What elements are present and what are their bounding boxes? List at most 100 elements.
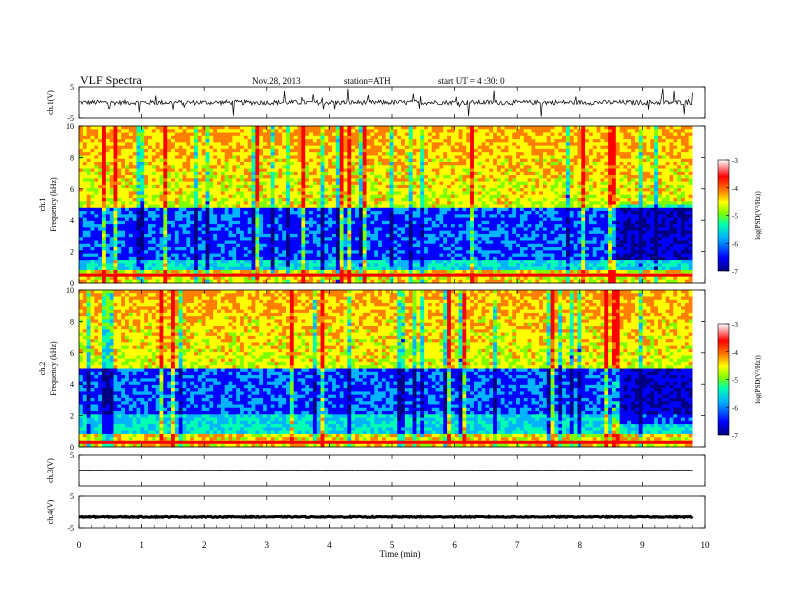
- spectrogram-cell: [309, 142, 314, 147]
- spectrogram-cell: [240, 191, 245, 196]
- spectrogram-cell: [243, 184, 249, 189]
- spectrogram-cell: [86, 165, 91, 169]
- spectrogram-cell: [297, 266, 302, 271]
- spectrogram-cell: [355, 178, 360, 182]
- spectrogram-cell: [424, 260, 429, 264]
- spectrogram-cell: [151, 211, 157, 215]
- spectrogram-cell: [205, 250, 210, 254]
- spectrogram-cell: [332, 279, 337, 284]
- spectrogram-cell: [351, 269, 356, 274]
- spectrogram-cell: [205, 256, 210, 261]
- spectrogram-cell: [297, 250, 302, 254]
- spectrogram-cell: [240, 178, 245, 182]
- spectrogram-cell: [435, 266, 440, 271]
- spectrogram-cell: [247, 233, 252, 238]
- spectrogram-cell: [393, 126, 398, 130]
- spectrogram-cell: [335, 135, 341, 140]
- spectrogram-cell: [86, 188, 91, 192]
- spectrogram-cell: [454, 220, 459, 225]
- spectrogram-cell: [228, 171, 233, 176]
- spectrogram-cell: [370, 191, 375, 196]
- spectrogram-cell: [416, 276, 421, 281]
- spectrogram-cell: [454, 184, 459, 189]
- spectrogram-cell: [274, 152, 279, 156]
- spectrogram-cell: [205, 201, 210, 205]
- spectrogram-cell: [393, 247, 398, 251]
- spectrogram-cell: [255, 243, 260, 248]
- spectrogram-cell: [339, 168, 344, 173]
- spectrogram-cell: [128, 142, 134, 147]
- spectrogram-cell: [278, 250, 283, 254]
- spectrogram-cell: [125, 152, 130, 156]
- spectrogram-cell: [355, 240, 360, 245]
- spectrogram-cell: [450, 155, 456, 160]
- spectrogram-cell: [389, 240, 394, 245]
- spectrogram-cell: [105, 266, 111, 271]
- spectrogram-cell: [435, 148, 440, 153]
- spectrogram-cell: [105, 243, 111, 248]
- spectrogram-cell: [431, 279, 436, 284]
- spectrogram-cell: [355, 207, 360, 212]
- spectrogram-cell: [86, 126, 91, 130]
- spectrogram-cell: [351, 247, 356, 251]
- spectrogram-cell: [439, 217, 444, 222]
- spectrogram-cell: [454, 175, 459, 179]
- spectrogram-cell: [355, 197, 360, 202]
- spectrogram-cell: [301, 214, 306, 218]
- spectrogram-cell: [259, 204, 264, 209]
- spectrogram-cell: [347, 191, 352, 196]
- spectrogram-cell: [274, 269, 279, 274]
- spectrogram-cell: [358, 175, 364, 179]
- spectrogram-cell: [102, 152, 107, 156]
- spectrogram-cell: [220, 279, 226, 284]
- spectrogram-cell: [105, 230, 111, 235]
- spectrogram-cell: [439, 266, 444, 271]
- spectrogram-cell: [408, 240, 413, 245]
- spectrogram-cell: [393, 240, 398, 245]
- spectrogram-cell: [105, 197, 111, 202]
- spectrogram-cell: [113, 165, 118, 169]
- spectrogram-cell: [362, 178, 367, 182]
- spectrogram-cell: [328, 148, 333, 153]
- spectrogram-cell: [339, 260, 344, 264]
- spectrogram-cell: [186, 165, 191, 169]
- spectrogram-cell: [312, 276, 318, 281]
- spectrogram-cell: [255, 233, 260, 238]
- spectrogram-cell: [90, 266, 95, 271]
- spectrogram-cell: [190, 204, 195, 209]
- spectrogram-cell: [113, 201, 118, 205]
- spectrogram-cell: [132, 230, 137, 235]
- spectrogram-cell: [378, 240, 383, 245]
- spectrogram-cell: [450, 263, 456, 268]
- spectrogram-cell: [355, 168, 360, 173]
- spectrogram-cell: [335, 126, 341, 130]
- spectrogram-cell: [397, 276, 402, 281]
- spectrogram-cell: [420, 260, 425, 264]
- spectrogram-cell: [316, 266, 321, 271]
- spectrogram-cell: [343, 204, 348, 209]
- spectrogram-cell: [224, 135, 229, 140]
- spectrogram-cell: [266, 158, 272, 163]
- spectrogram-cell: [320, 126, 325, 130]
- spectrogram-cell: [205, 253, 210, 258]
- spectrogram-cell: [278, 237, 283, 241]
- spectrogram-cell: [385, 224, 390, 228]
- spectrogram-cell: [324, 269, 329, 274]
- spectrogram-cell: [447, 260, 452, 264]
- spectrogram-cell: [355, 158, 360, 163]
- spectrogram-cell: [197, 135, 203, 140]
- spectrogram-cell: [105, 233, 111, 238]
- spectrogram-cell: [90, 279, 95, 284]
- spectrogram-cell: [113, 178, 118, 182]
- spectrogram-cell: [293, 142, 298, 147]
- spectrogram-cell: [232, 175, 237, 179]
- spectrogram-cell: [213, 253, 218, 258]
- spectrogram-cell: [282, 250, 287, 254]
- spectrogram-cell: [309, 237, 314, 241]
- spectrogram-cell: [378, 269, 383, 274]
- spectrogram-cell: [186, 132, 191, 137]
- spectrogram-cell: [443, 260, 448, 264]
- spectrogram-cell: [282, 171, 287, 176]
- spectrogram-cell: [197, 165, 203, 169]
- spectrogram-cell: [194, 155, 199, 160]
